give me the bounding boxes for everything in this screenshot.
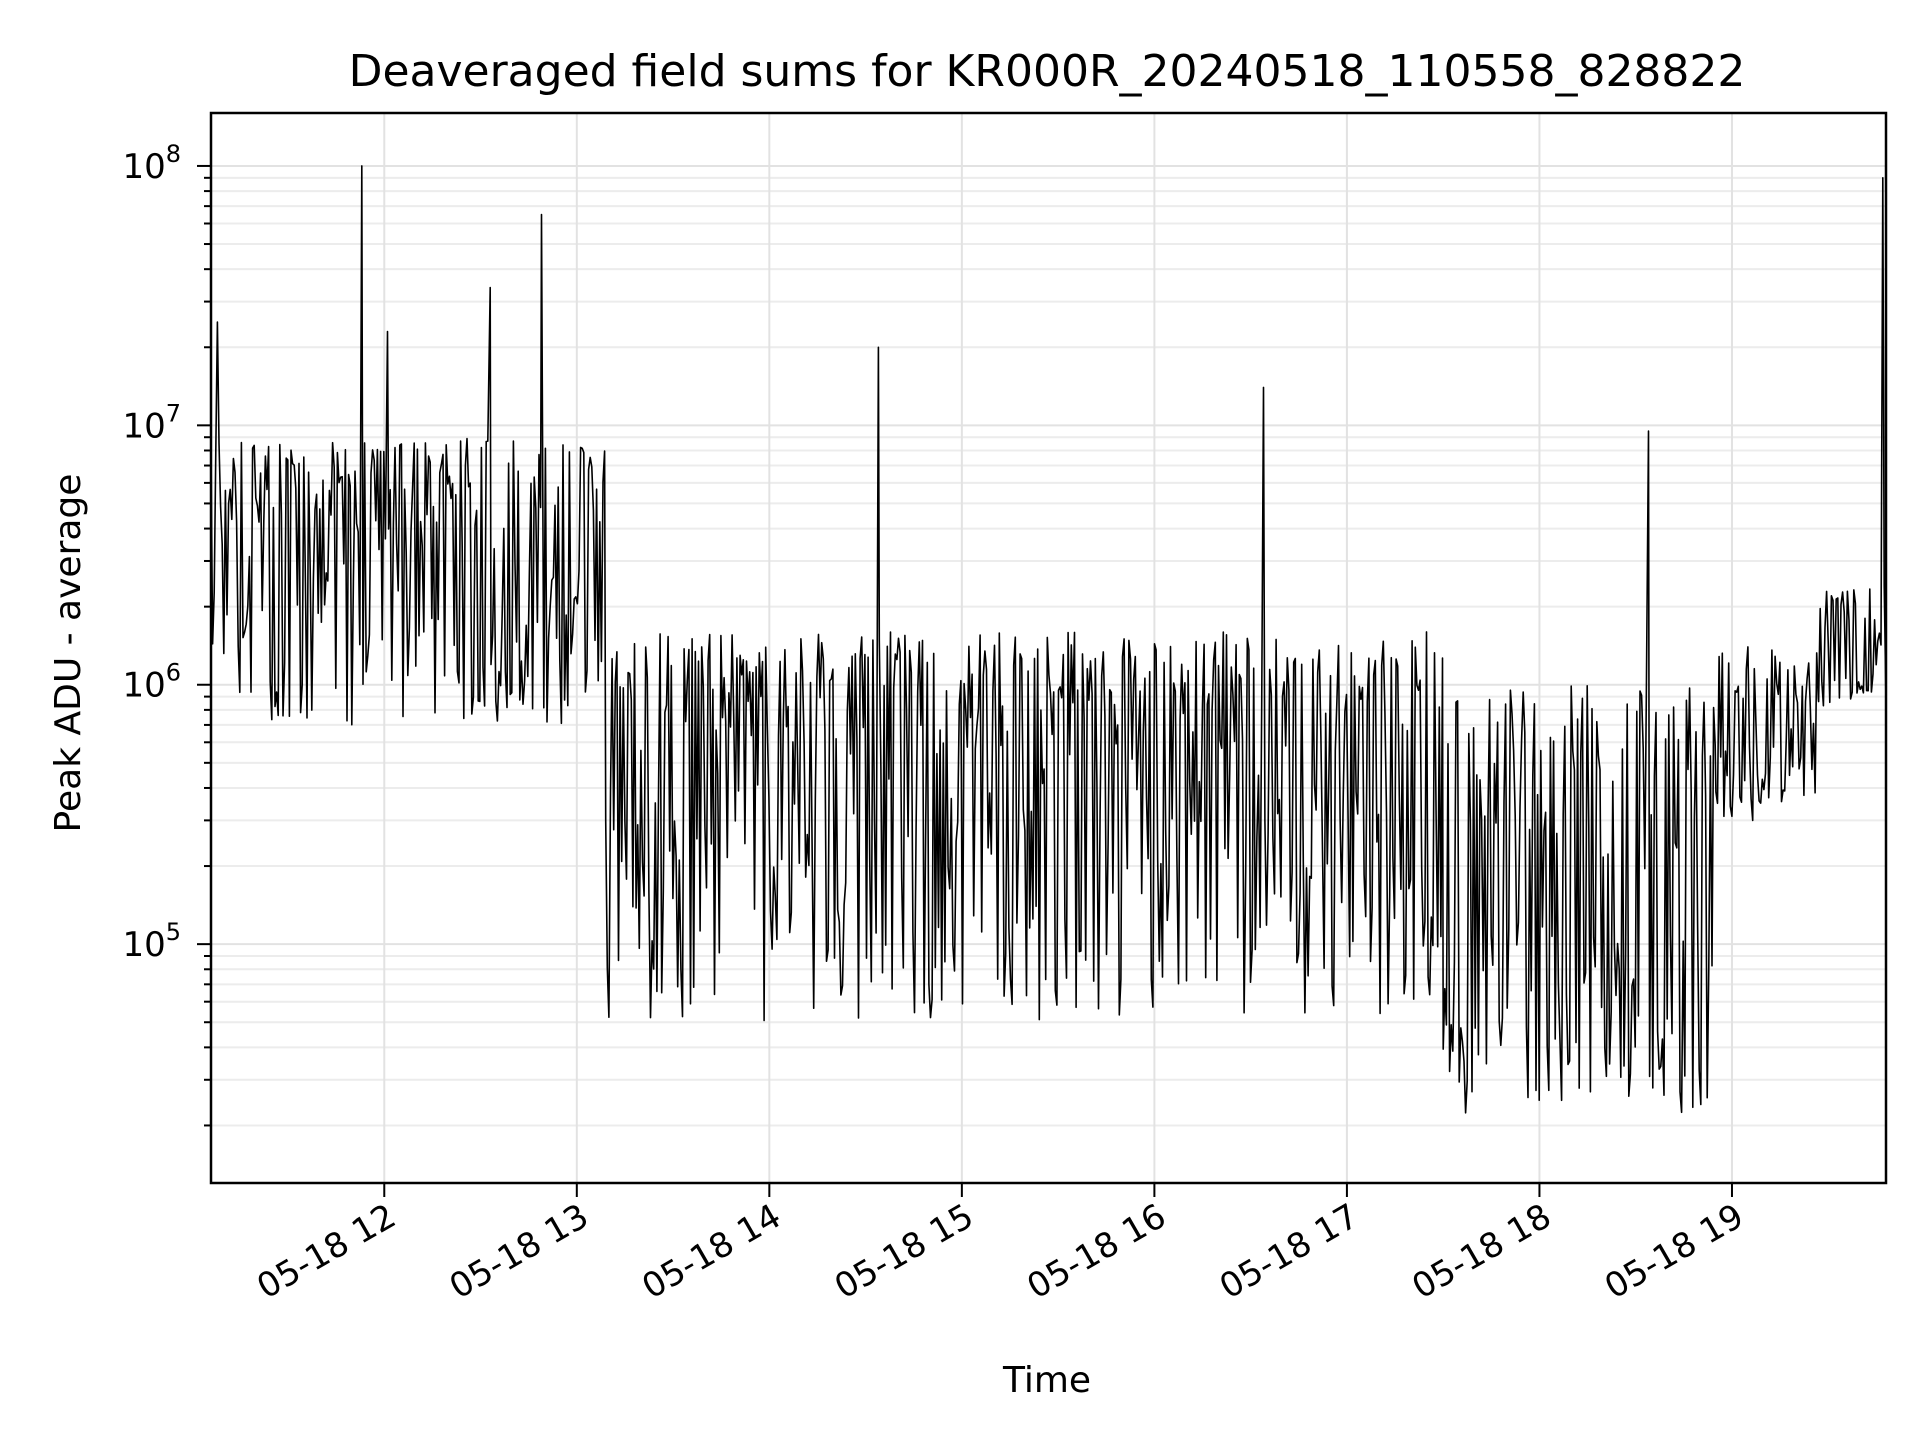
y-tick-label: 106 bbox=[122, 659, 181, 706]
plot-frame bbox=[209, 111, 1888, 1185]
series-line bbox=[210, 165, 1887, 1114]
x-axis-label: Time bbox=[1002, 1360, 1091, 1401]
x-tick-label: 05-18 15 bbox=[828, 1196, 980, 1307]
data-series bbox=[210, 165, 1887, 1114]
y-axis: 105 106 107 108 bbox=[122, 140, 211, 1127]
chart-title: Deaveraged field sums for KR000R_2024051… bbox=[349, 46, 1746, 97]
y-tick-label: 107 bbox=[122, 399, 181, 446]
grid-lines bbox=[211, 113, 1886, 1183]
y-axis-label: Peak ADU - average bbox=[48, 474, 89, 833]
x-tick-label: 05-18 14 bbox=[635, 1196, 787, 1307]
x-tick-label: 05-18 18 bbox=[1406, 1196, 1558, 1307]
x-tick-label: 05-18 17 bbox=[1213, 1196, 1365, 1307]
x-tick-label: 05-18 13 bbox=[443, 1196, 595, 1307]
y-tick-label: 108 bbox=[122, 140, 181, 187]
x-tick-label: 05-18 19 bbox=[1598, 1196, 1750, 1307]
y-tick-label: 105 bbox=[122, 918, 181, 965]
x-tick-label: 05-18 16 bbox=[1020, 1196, 1172, 1307]
x-tick-label: 05-18 12 bbox=[250, 1196, 402, 1307]
x-axis: 05-18 12 05-18 13 05-18 14 05-18 15 05-18 16… bbox=[250, 1183, 1750, 1307]
